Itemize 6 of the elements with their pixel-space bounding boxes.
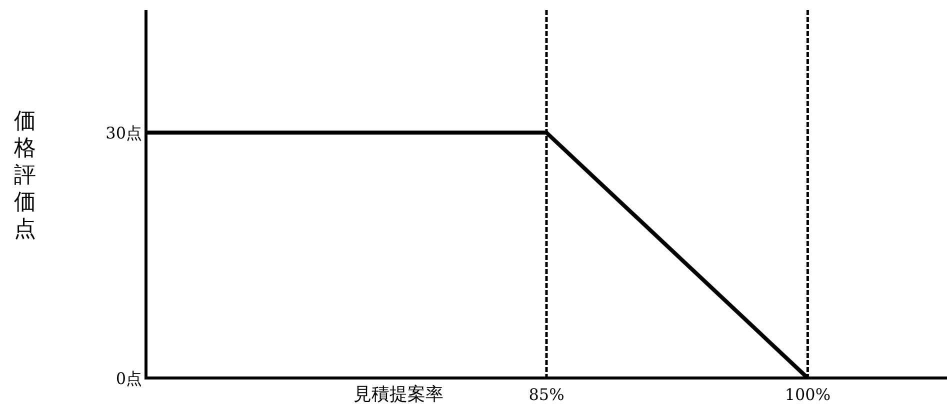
y-tick-label: 30点 (106, 124, 142, 143)
x-axis-title: 見積提案率 (353, 384, 444, 405)
x-tick-label: 85% (528, 385, 564, 404)
y-axis-title: 価格評価点 (13, 109, 36, 242)
y-tick-label: 0点 (116, 369, 142, 388)
x-tick-label: 100% (784, 385, 831, 404)
